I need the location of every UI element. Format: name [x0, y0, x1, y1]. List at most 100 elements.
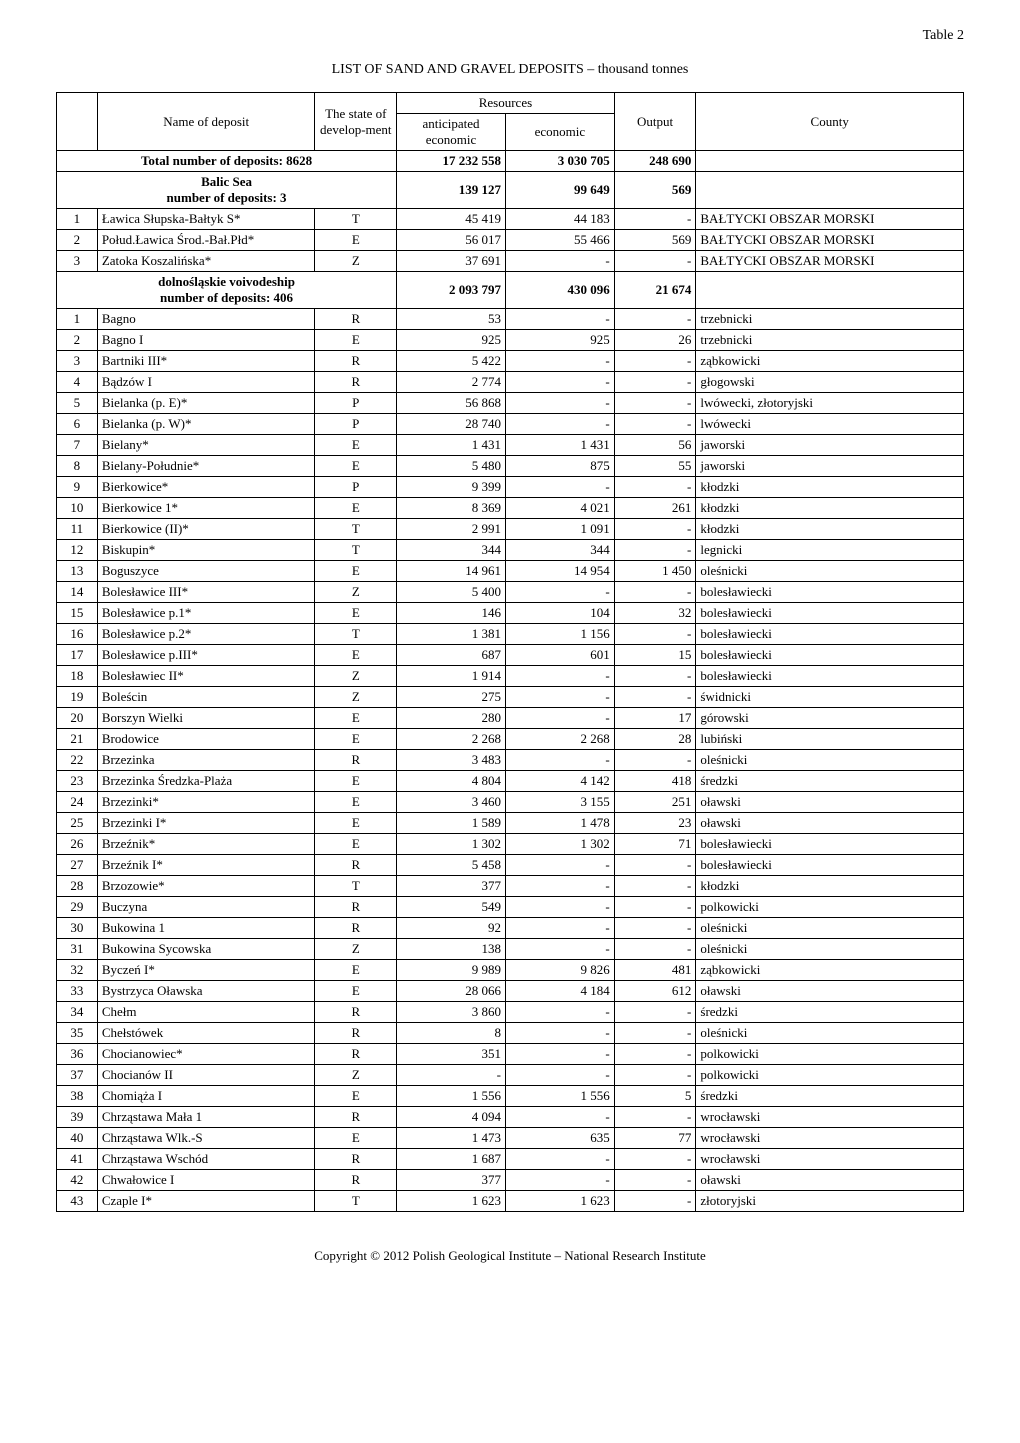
- row-output: 5: [614, 1086, 696, 1107]
- row-index: 35: [57, 1023, 98, 1044]
- table-row: 8Bielany-Południe*E5 48087555jaworski: [57, 456, 964, 477]
- row-index: 18: [57, 666, 98, 687]
- row-economic: 1 091: [505, 519, 614, 540]
- row-county: oleśnicki: [696, 561, 964, 582]
- row-name: Bierkowice*: [97, 477, 315, 498]
- total-output: 248 690: [614, 151, 696, 172]
- total-economic: 3 030 705: [505, 151, 614, 172]
- table-row: 11Bierkowice (II)*T2 9911 091-kłodzki: [57, 519, 964, 540]
- row-index: 4: [57, 372, 98, 393]
- table-row: 1Ławica Słupska-Bałtyk S*T45 41944 183-B…: [57, 209, 964, 230]
- row-index: 1: [57, 309, 98, 330]
- row-state: E: [315, 813, 397, 834]
- row-economic: -: [505, 251, 614, 272]
- row-state: R: [315, 918, 397, 939]
- row-anticipated: 2 991: [397, 519, 506, 540]
- section-economic: 99 649: [505, 172, 614, 209]
- row-output: -: [614, 519, 696, 540]
- table-row: 17Bolesławice p.III*E68760115bolesławiec…: [57, 645, 964, 666]
- row-index: 9: [57, 477, 98, 498]
- row-economic: 1 623: [505, 1191, 614, 1212]
- table-row: 26Brzeźnik*E1 3021 30271bolesławiecki: [57, 834, 964, 855]
- row-index: 13: [57, 561, 98, 582]
- col-anticipated: anticipated economic: [397, 114, 506, 151]
- row-anticipated: 56 868: [397, 393, 506, 414]
- row-name: Bielanka (p. E)*: [97, 393, 315, 414]
- table-row: 32Byczeń I*E9 9899 826481ząbkowicki: [57, 960, 964, 981]
- row-economic: -: [505, 309, 614, 330]
- row-state: E: [315, 729, 397, 750]
- row-output: 261: [614, 498, 696, 519]
- page-footer: Copyright © 2012 Polish Geological Insti…: [56, 1248, 964, 1264]
- row-economic: 4 021: [505, 498, 614, 519]
- row-state: E: [315, 645, 397, 666]
- row-index: 34: [57, 1002, 98, 1023]
- row-economic: -: [505, 855, 614, 876]
- total-label: Total number of deposits: 8628: [57, 151, 397, 172]
- row-economic: -: [505, 1002, 614, 1023]
- row-county: polkowicki: [696, 1065, 964, 1086]
- row-index: 33: [57, 981, 98, 1002]
- table-row: 30Bukowina 1R92--oleśnicki: [57, 918, 964, 939]
- row-county: kłodzki: [696, 477, 964, 498]
- row-economic: 1 478: [505, 813, 614, 834]
- row-output: -: [614, 209, 696, 230]
- row-anticipated: 9 399: [397, 477, 506, 498]
- table-row: 36Chocianowiec*R351--polkowicki: [57, 1044, 964, 1065]
- row-county: bolesławiecki: [696, 603, 964, 624]
- row-county: wrocławski: [696, 1107, 964, 1128]
- page-title: LIST OF SAND AND GRAVEL DEPOSITS – thous…: [56, 62, 964, 78]
- row-name: Chocianowiec*: [97, 1044, 315, 1065]
- row-county: oławski: [696, 792, 964, 813]
- table-row: 41Chrząstawa WschódR1 687--wrocławski: [57, 1149, 964, 1170]
- table-row: 42Chwałowice IR377--oławski: [57, 1170, 964, 1191]
- row-county: oleśnicki: [696, 750, 964, 771]
- row-name: Brzezinka Średzka-Plaża: [97, 771, 315, 792]
- col-economic: economic: [505, 114, 614, 151]
- row-index: 21: [57, 729, 98, 750]
- table-row: 1BagnoR53--trzebnicki: [57, 309, 964, 330]
- row-output: -: [614, 750, 696, 771]
- row-economic: 925: [505, 330, 614, 351]
- row-output: -: [614, 1023, 696, 1044]
- row-index: 12: [57, 540, 98, 561]
- row-index: 40: [57, 1128, 98, 1149]
- row-name: Byczeń I*: [97, 960, 315, 981]
- row-index: 28: [57, 876, 98, 897]
- row-anticipated: 4 804: [397, 771, 506, 792]
- row-state: E: [315, 603, 397, 624]
- row-anticipated: 1 589: [397, 813, 506, 834]
- row-county: kłodzki: [696, 876, 964, 897]
- row-state: E: [315, 330, 397, 351]
- section-county: [696, 272, 964, 309]
- row-index: 3: [57, 251, 98, 272]
- row-anticipated: 4 094: [397, 1107, 506, 1128]
- row-economic: -: [505, 918, 614, 939]
- table-row: 2Połud.Ławica Środ.-Bał.Płd*E56 01755 46…: [57, 230, 964, 251]
- row-state: R: [315, 1107, 397, 1128]
- row-output: -: [614, 876, 696, 897]
- row-anticipated: 280: [397, 708, 506, 729]
- table-row: 28Brzozowie*T377--kłodzki: [57, 876, 964, 897]
- row-economic: 104: [505, 603, 614, 624]
- row-name: Bolesławice p.III*: [97, 645, 315, 666]
- row-state: E: [315, 1128, 397, 1149]
- row-state: P: [315, 414, 397, 435]
- row-output: -: [614, 1191, 696, 1212]
- row-output: 17: [614, 708, 696, 729]
- row-economic: 44 183: [505, 209, 614, 230]
- row-state: E: [315, 960, 397, 981]
- row-output: -: [614, 372, 696, 393]
- row-economic: 4 184: [505, 981, 614, 1002]
- row-anticipated: 92: [397, 918, 506, 939]
- row-index: 16: [57, 624, 98, 645]
- row-county: ząbkowicki: [696, 960, 964, 981]
- row-state: E: [315, 981, 397, 1002]
- table-row: 20Borszyn WielkiE280-17górowski: [57, 708, 964, 729]
- row-anticipated: 5 422: [397, 351, 506, 372]
- table-row: 21BrodowiceE2 2682 26828lubiński: [57, 729, 964, 750]
- row-county: kłodzki: [696, 519, 964, 540]
- row-state: R: [315, 372, 397, 393]
- row-county: legnicki: [696, 540, 964, 561]
- row-name: Brodowice: [97, 729, 315, 750]
